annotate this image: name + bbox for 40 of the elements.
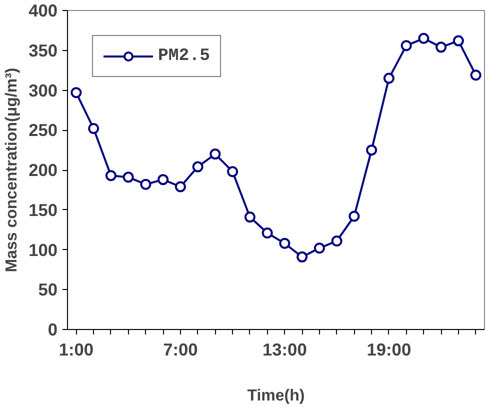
point	[140, 178, 152, 190]
point	[418, 32, 430, 44]
legend-label: PM2.5	[158, 46, 210, 66]
point	[331, 235, 342, 246]
point	[227, 166, 238, 178]
y-axis-title: Mass concentration(μg/m³)	[4, 68, 21, 272]
y-tick-label: 250	[28, 120, 58, 140]
y-tick-label: 400	[28, 0, 58, 20]
point	[262, 228, 273, 238]
point	[122, 172, 134, 183]
point	[470, 70, 482, 81]
point	[210, 148, 221, 160]
x-tick-label: 1:00	[58, 340, 94, 360]
x-axis-title: Time(h)	[247, 388, 305, 404]
y-tick-label: 0	[48, 320, 58, 340]
point	[400, 40, 412, 52]
x-tick-label: 19:00	[366, 340, 412, 360]
point	[192, 161, 204, 172]
y-tick-label: 50	[38, 280, 58, 300]
point	[348, 210, 360, 222]
y-tick-label: 200	[28, 160, 58, 180]
point	[383, 72, 394, 84]
y-tick-label: 150	[28, 200, 58, 220]
point	[452, 35, 464, 46]
point	[70, 87, 82, 98]
point	[296, 251, 308, 262]
x-tick-label: 13:00	[262, 340, 307, 360]
y-tick-label: 100	[28, 240, 58, 260]
point	[244, 212, 256, 223]
y-tick-label: 350	[28, 40, 58, 60]
point	[366, 144, 378, 156]
point	[174, 181, 186, 192]
point	[105, 170, 116, 182]
point	[436, 42, 447, 53]
point	[88, 123, 100, 134]
y-tick-label: 300	[28, 80, 58, 100]
x-tick-label: 7:00	[163, 340, 198, 360]
point	[314, 242, 325, 254]
point	[279, 238, 290, 249]
point	[158, 174, 169, 186]
